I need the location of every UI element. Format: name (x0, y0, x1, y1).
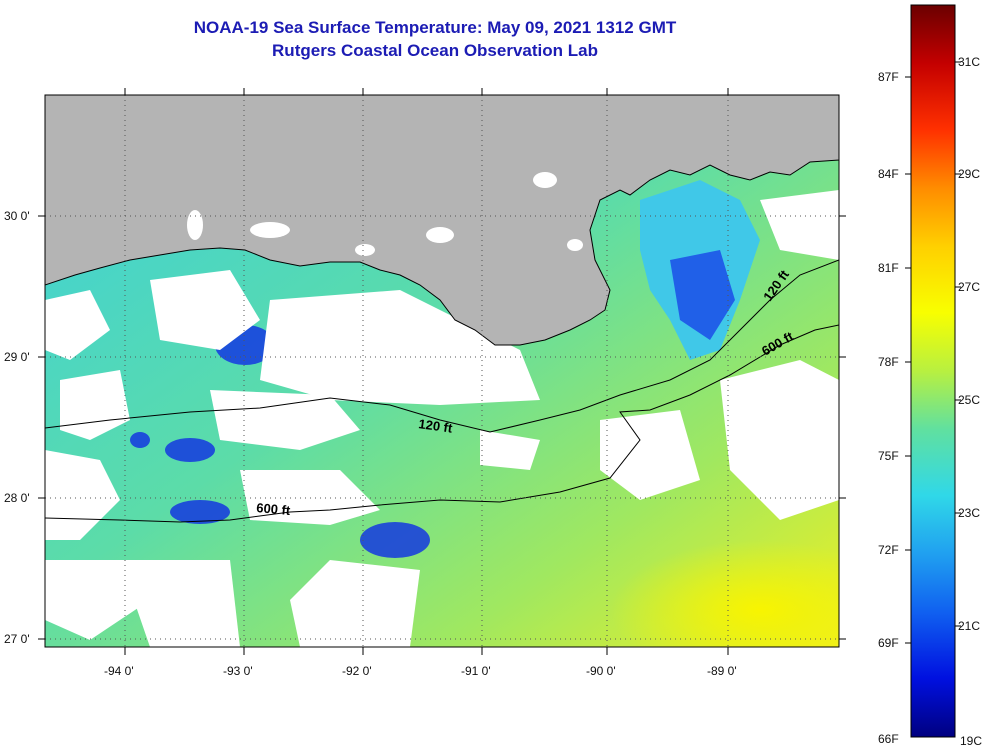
colorbar-f-label: 78F (878, 355, 899, 369)
warm-water-patch (610, 540, 839, 647)
colorbar-c-label: 27C (958, 280, 981, 294)
lon-label: -93 0' (223, 664, 253, 678)
colorbar-f-label: 81F (878, 261, 899, 275)
lon-label: -90 0' (586, 664, 616, 678)
colorbar-f-label: 75F (878, 449, 899, 463)
colorbar-f-label: 66F (878, 732, 899, 746)
lat-label: 28 0' (4, 491, 30, 505)
isobath-120ft (45, 259, 839, 433)
graticule (45, 95, 839, 647)
colorbar-c-label: 29C (958, 167, 981, 181)
colorbar-f-label: 72F (878, 543, 899, 557)
map-frame (44, 94, 840, 648)
colorbar-f-label: 69F (878, 636, 899, 650)
colorbar-c-label: 25C (958, 393, 981, 407)
colorbar (910, 4, 956, 738)
lon-label: -89 0' (707, 664, 737, 678)
lat-label: 29 0' (4, 350, 30, 364)
map-area: 120 ft 120 ft 600 ft 600 ft (45, 95, 839, 647)
land-features (187, 172, 583, 256)
colorbar-c-label: 21C (958, 619, 981, 633)
lat-label: 27 0' (4, 632, 30, 646)
lon-label: -91 0' (461, 664, 491, 678)
map-ticks (38, 88, 846, 655)
colorbar-c-label: 23C (958, 506, 981, 520)
chart-title: NOAA-19 Sea Surface Temperature: May 09,… (193, 18, 677, 37)
colorbar-ticks (905, 61, 961, 644)
isobath-label-120a: 120 ft (418, 416, 454, 436)
colorbar-f-label: 87F (878, 70, 899, 84)
delta-cool (670, 250, 735, 340)
colorbar-f-label: 84F (878, 167, 899, 181)
land-mass (45, 95, 839, 346)
lat-label: 30 0' (4, 209, 30, 223)
colorbar-c-label: 31C (958, 55, 981, 69)
isobath-600ft (45, 324, 839, 523)
lon-label: -94 0' (104, 664, 134, 678)
colorbar-c-label: 19C (960, 734, 983, 748)
lon-label: -92 0' (342, 664, 372, 678)
isobath-label-600a: 600 ft (256, 500, 292, 518)
chart-subtitle: Rutgers Coastal Ocean Observation Lab (272, 41, 598, 60)
